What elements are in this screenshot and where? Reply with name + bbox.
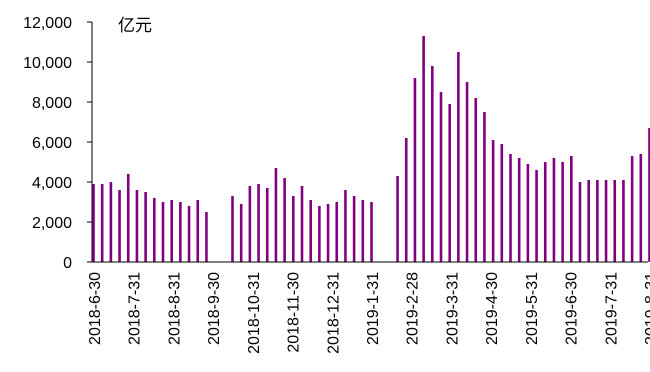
y-tick-label: 4,000 [32, 175, 72, 192]
x-tick-label: 2018-9-30 [206, 272, 223, 345]
x-axis: 2018-6-30 2018-7-31 2018-8-31 2018-9-30 2018… [87, 261, 650, 354]
x-tick-label: 2018-8-31 [166, 272, 183, 345]
x-tick-label: 2018-11-30 [286, 272, 303, 353]
y-tick-label: 0 [63, 255, 72, 272]
bar [326, 204, 330, 262]
bar [587, 180, 590, 262]
bar [535, 170, 538, 262]
x-tick-label: 2019-3-31 [444, 272, 461, 345]
bar [457, 52, 460, 262]
y-tick-label: 8,000 [32, 95, 72, 112]
bar [274, 168, 278, 262]
bar [300, 186, 304, 262]
bar [517, 158, 521, 262]
bar [448, 104, 451, 262]
bar [352, 196, 356, 262]
bar [422, 36, 425, 262]
bar [144, 192, 147, 262]
bar [526, 164, 530, 262]
bar [439, 92, 443, 262]
bar [283, 178, 286, 262]
bar [248, 186, 252, 262]
bar [648, 128, 650, 262]
bar [118, 190, 121, 262]
bar [474, 98, 478, 262]
bar [292, 196, 295, 262]
y-tick-label: 12,000 [23, 15, 72, 32]
x-tick-label: 2019-4-30 [484, 272, 501, 345]
bar [604, 180, 608, 262]
bar [622, 180, 625, 262]
bar [205, 212, 208, 262]
bar [570, 156, 573, 262]
bar [596, 180, 599, 262]
bar [561, 162, 564, 262]
bar [396, 176, 399, 262]
bar [92, 184, 95, 262]
bar [170, 200, 173, 262]
bar [552, 158, 556, 262]
bar [109, 182, 113, 262]
bar [491, 140, 495, 262]
bar [100, 184, 104, 262]
bar [179, 202, 182, 262]
unit-label: 亿元 [118, 16, 152, 36]
bar [318, 206, 321, 262]
bar [161, 202, 165, 262]
y-tick-label: 6,000 [32, 135, 72, 152]
x-tick-label: 2019-6-30 [564, 272, 581, 345]
bar [578, 182, 582, 262]
bar [239, 204, 243, 262]
bar [630, 156, 634, 262]
bar [543, 162, 547, 262]
x-tick-label: 2019-5-31 [524, 272, 541, 345]
x-tick-label: 2019-2-28 [405, 272, 422, 345]
bar [413, 78, 417, 262]
bar [370, 202, 373, 262]
bar [613, 180, 617, 262]
x-tick-label: 2018-12-31 [325, 272, 342, 354]
x-tick-label: 2019-1-31 [365, 272, 382, 345]
bar [509, 154, 512, 262]
bar [265, 188, 269, 262]
bar [483, 112, 486, 262]
bar [344, 190, 347, 262]
x-tick-label: 2018-10-31 [246, 272, 263, 354]
bars [92, 36, 650, 262]
bar [126, 174, 130, 262]
x-tick-label: 2019-7-31 [603, 272, 620, 345]
x-tick-label: 2018-7-31 [127, 272, 144, 345]
bar [196, 200, 200, 262]
bar [500, 144, 504, 262]
bar [465, 82, 469, 262]
bar [404, 138, 408, 262]
bar [257, 184, 260, 262]
bar [135, 190, 139, 262]
y-axis: 0 2,000 4,000 6,000 8,000 10,000 12,000 [23, 15, 93, 272]
bar [187, 206, 191, 262]
bar [153, 198, 156, 262]
bar [231, 196, 234, 262]
bar [335, 202, 339, 262]
x-tick-label: 2019-8-31 [643, 272, 650, 345]
x-tick-label: 2018-6-30 [87, 272, 104, 345]
bar [639, 154, 643, 262]
bar [431, 66, 434, 262]
bar [309, 200, 312, 262]
y-tick-label: 2,000 [32, 215, 72, 232]
bar [361, 200, 365, 262]
y-tick-label: 10,000 [23, 55, 72, 72]
